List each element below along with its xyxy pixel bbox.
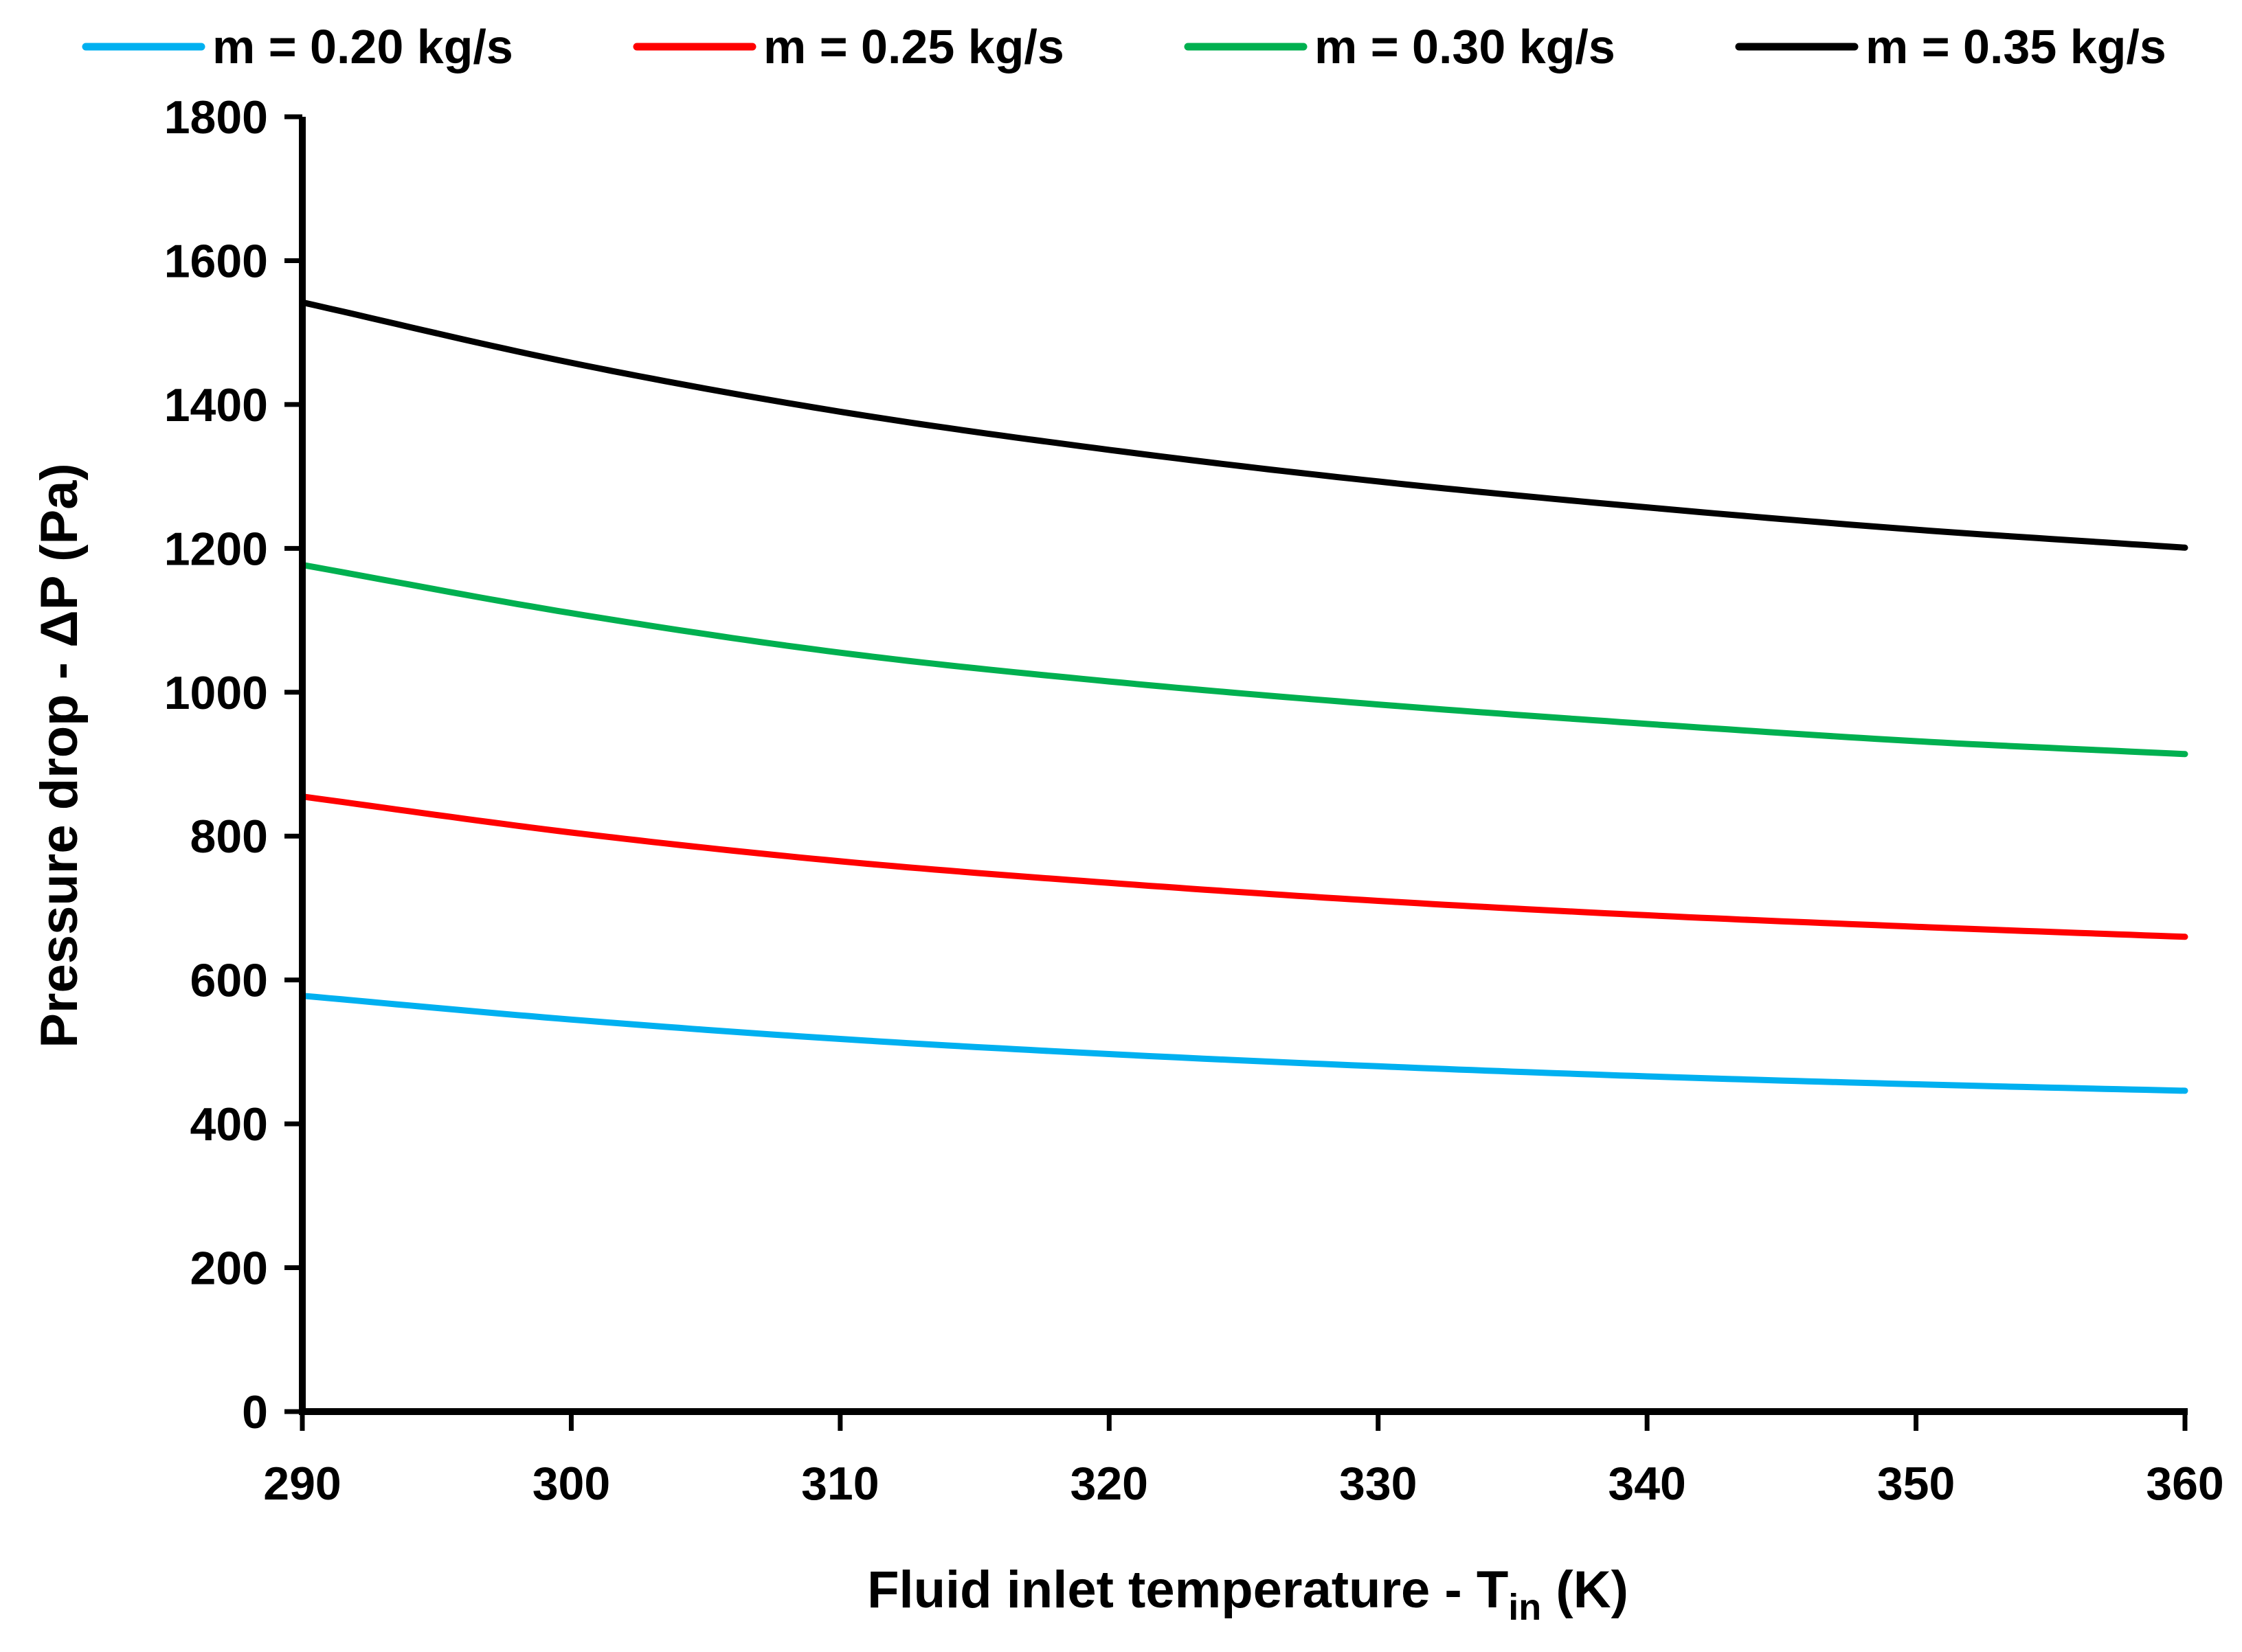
x-axis-title-subscript: in [1508, 1587, 1541, 1628]
x-tick-label: 330 [1339, 1458, 1417, 1510]
y-axis-title: Pressure drop - ΔP (Pa) [30, 463, 89, 1048]
x-tick-label: 300 [533, 1458, 610, 1510]
x-tick-label: 290 [263, 1458, 341, 1510]
y-tick-label: 800 [190, 811, 268, 863]
y-tick-label: 0 [242, 1386, 268, 1438]
y-tick-label: 600 [190, 955, 268, 1007]
series-layer [299, 299, 2188, 1094]
series-line-3 [299, 561, 2188, 758]
x-axis-title-unit: (K) [1541, 1561, 1628, 1619]
legend-label-3: m = 0.30 kg/s [1314, 20, 1615, 73]
y-tick-label: 200 [190, 1243, 268, 1295]
legend-label-2: m = 0.25 kg/s [763, 20, 1064, 73]
axes: 0 200 400 600 800 1000 1200 1400 1600 1800 290 300 3… [164, 91, 2224, 1510]
series-line-1 [299, 993, 2188, 1094]
legend-label-1: m = 0.20 kg/s [212, 20, 513, 73]
y-tick-label: 1400 [164, 379, 268, 431]
y-tick-label: 1000 [164, 667, 268, 719]
x-tick-label: 360 [2146, 1458, 2223, 1510]
x-axis-title-main: Fluid inlet temperature - T [867, 1561, 1508, 1619]
x-tick-label: 350 [1877, 1458, 1955, 1510]
series-line-2 [299, 793, 2188, 940]
x-tick-label: 320 [1070, 1458, 1148, 1510]
x-axis-title: Fluid inlet temperature - Tin (K) [867, 1561, 1628, 1628]
y-tick-label: 400 [190, 1098, 268, 1151]
y-tick-label: 1800 [164, 91, 268, 144]
legend: m = 0.20 kg/s m = 0.25 kg/s m = 0.30 kg/s m… [82, 20, 2166, 73]
legend-label-4: m = 0.35 kg/s [1865, 20, 2166, 73]
y-tick-label: 1200 [164, 523, 268, 575]
series-line-4 [299, 299, 2188, 551]
y-tick-label: 1600 [164, 235, 268, 287]
x-tick-label: 310 [801, 1458, 879, 1510]
x-tick-label: 340 [1608, 1458, 1685, 1510]
